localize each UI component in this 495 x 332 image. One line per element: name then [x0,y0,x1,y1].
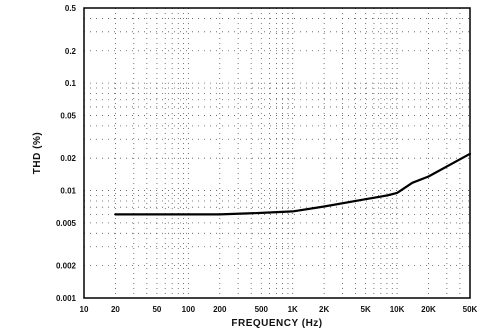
x-tick-label: 20 [111,305,120,314]
series-layer [114,152,472,216]
x-tick-label: 1K [288,305,298,314]
x-tick-label: 50 [152,305,161,314]
y-tick-label: 0.05 [60,111,76,120]
plot-frame [83,7,471,299]
y-tick-label: 0.1 [65,79,77,88]
x-tick-label: 50K [463,305,478,314]
y-axis-title: THD (%) [32,132,43,174]
y-tick-label: 0.01 [60,187,76,196]
y-tick-label: 0.02 [60,154,76,163]
y-tick-label: 0.002 [56,262,77,271]
x-tick-label: 2K [319,305,329,314]
thd-curve [114,152,472,216]
x-tick-label: 100 [182,305,196,314]
x-tick-label: 10K [390,305,405,314]
x-tick-label: 10 [80,305,89,314]
x-tick-label: 5K [361,305,371,314]
x-tick-label: 500 [255,305,269,314]
x-tick-labels: 10 20 50 100 200 500 1K 2K 5K 10K 20K 50K [80,305,478,314]
y-tick-labels: 0.001 0.002 0.005 0.01 0.02 0.05 0.1 0.2 0.5 [56,4,77,303]
x-tick-label: 20K [421,305,436,314]
y-tick-label: 0.005 [56,219,77,228]
y-tick-label: 0.2 [65,47,77,56]
grid-layer [84,8,470,298]
y-tick-label: 0.001 [56,294,77,303]
y-tick-label: 0.5 [65,4,77,13]
x-tick-label: 200 [213,305,227,314]
x-axis-title: FREQUENCY (Hz) [231,318,322,329]
